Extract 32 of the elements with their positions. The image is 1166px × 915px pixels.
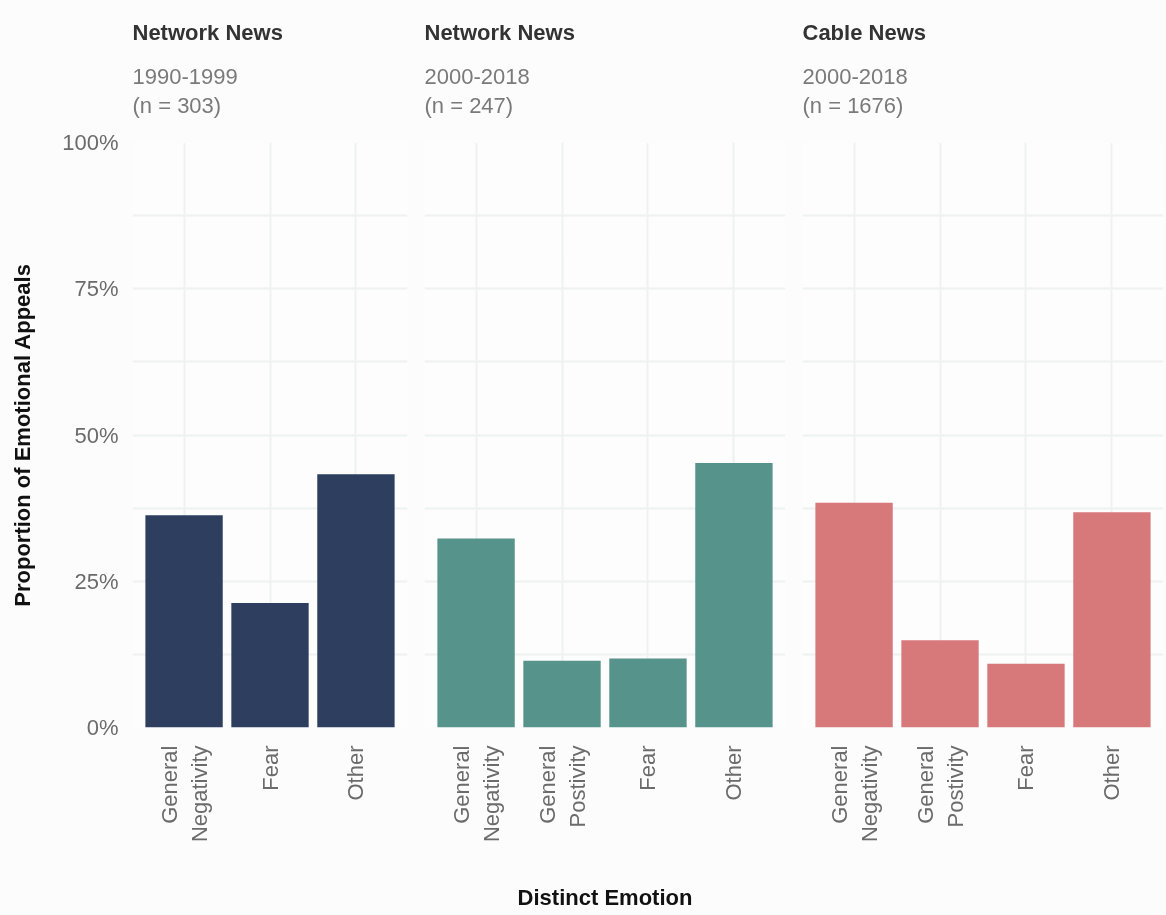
x-axis-title: Distinct Emotion	[517, 885, 693, 911]
y-tick-label: 25%	[74, 568, 119, 594]
bar	[901, 640, 979, 728]
bar	[317, 474, 395, 728]
x-tick-label: General Postivity	[534, 745, 590, 828]
bar	[523, 660, 601, 728]
x-tick-label: General Negativity	[826, 745, 882, 843]
x-tick-label: Fear	[1013, 745, 1039, 791]
bar	[145, 515, 223, 728]
bar	[609, 658, 687, 728]
bar	[815, 502, 893, 728]
y-tick-label: 0%	[86, 715, 119, 740]
x-tick-label: Other	[721, 745, 747, 801]
y-axis-title: Proportion of Emotional Appeals	[10, 264, 36, 607]
x-tick-label: Other	[343, 745, 369, 801]
x-tick-label: General Postivity	[912, 745, 968, 828]
bar	[987, 663, 1065, 728]
x-tick-label: Fear	[635, 745, 661, 791]
x-tick-label: General Negativity	[156, 745, 212, 843]
y-tick-label: 50%	[74, 422, 119, 448]
bar	[695, 463, 773, 728]
bar	[437, 538, 515, 728]
chart-subtitle: 2000-2018 (n = 247)	[424, 64, 530, 118]
y-tick-label: 75%	[74, 276, 119, 302]
bar	[231, 602, 309, 728]
bar	[1073, 512, 1151, 728]
x-tick-label: General Negativity	[448, 745, 504, 843]
x-tick-label: Other	[1099, 745, 1125, 801]
x-tick-label: Fear	[257, 745, 283, 791]
chart-subtitle: 2000-2018 (n = 1676)	[802, 64, 908, 118]
y-tick-label: 100%	[62, 130, 119, 155]
chart-subtitle: 1990-1999 (n = 303)	[132, 64, 238, 118]
